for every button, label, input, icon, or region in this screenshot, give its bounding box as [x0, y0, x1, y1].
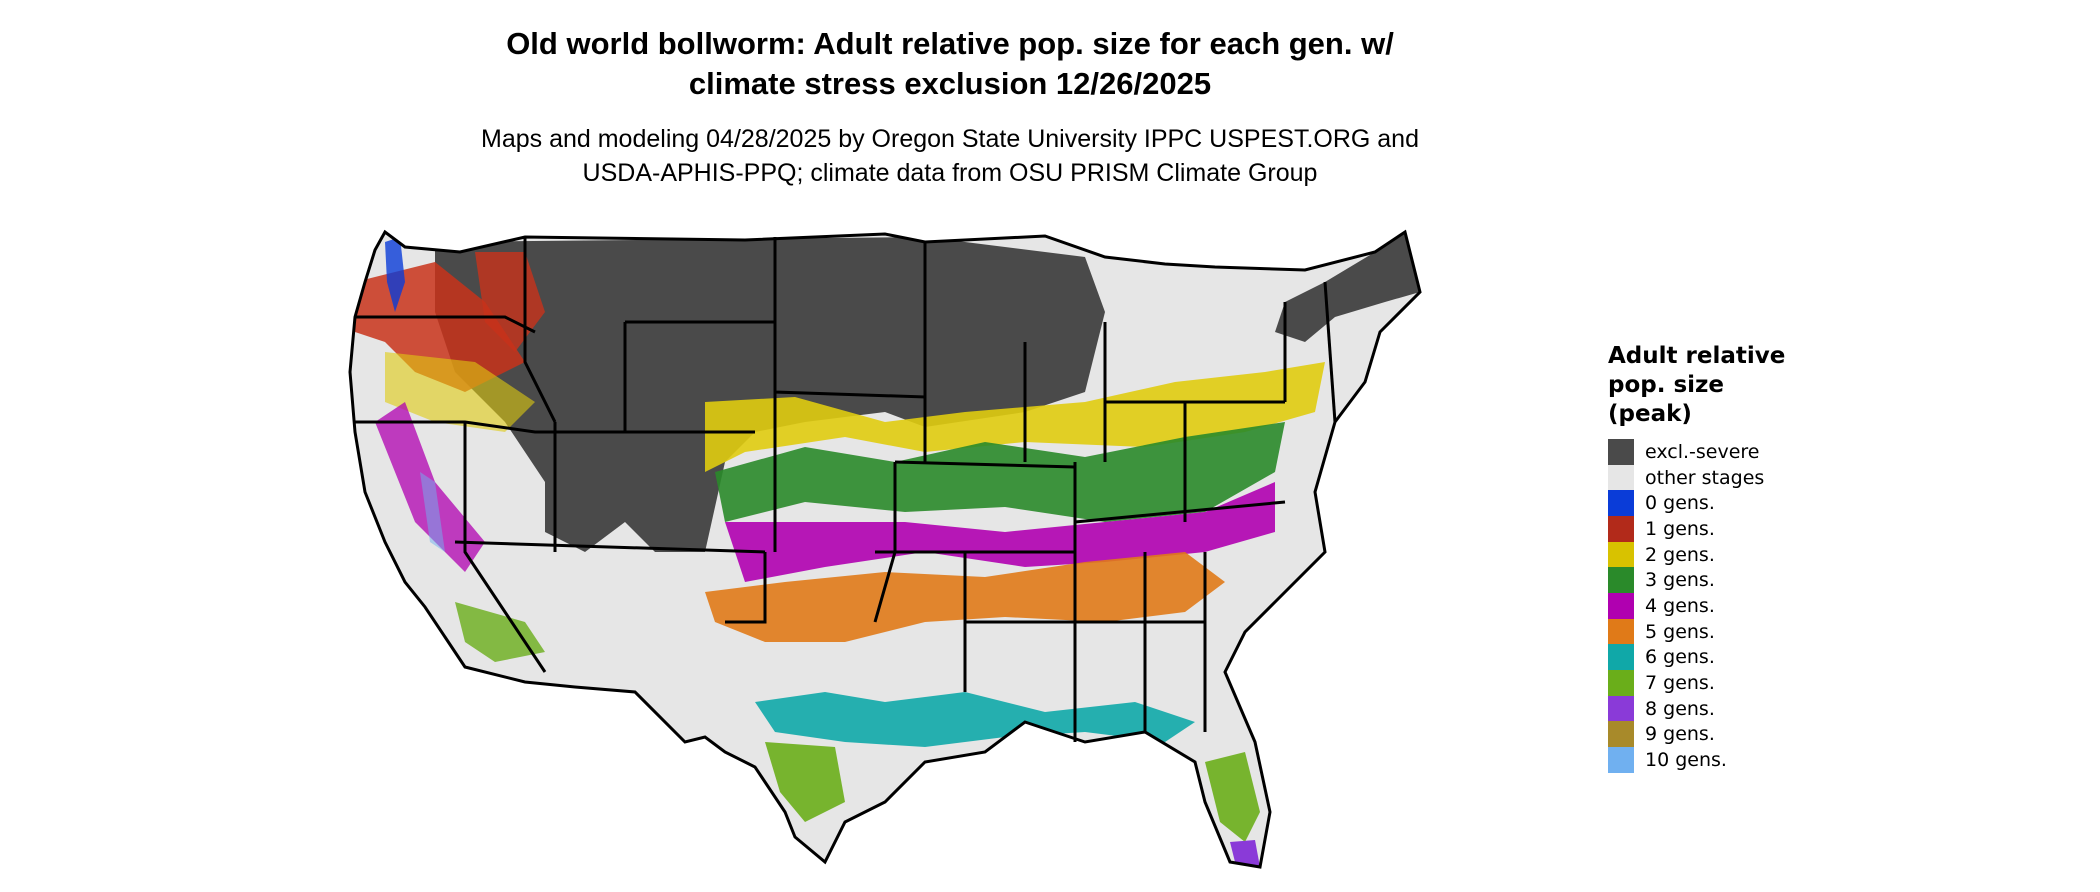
map-subtitle-line-1: Maps and modeling 04/28/2025 by Oregon S… [481, 125, 1419, 153]
legend-item: 6 gens. [1608, 644, 1858, 671]
legend-swatch [1608, 618, 1634, 645]
map-title: Old world bollworm: Adult relative pop. … [420, 24, 1480, 104]
legend-label: 10 gens. [1645, 749, 1727, 772]
legend-item: 1 gens. [1608, 515, 1858, 542]
legend-label: 4 gens. [1645, 594, 1715, 617]
region-2-gen-north [705, 362, 1325, 472]
legend-swatch [1608, 670, 1634, 697]
legend-swatch [1608, 438, 1634, 465]
legend-item: other stages [1608, 464, 1858, 491]
map-subtitle: Maps and modeling 04/28/2025 by Oregon S… [400, 122, 1500, 190]
legend-swatch [1608, 747, 1634, 774]
legend-label: 5 gens. [1645, 620, 1715, 643]
legend-item: 10 gens. [1608, 747, 1858, 774]
region-excl-severe [435, 237, 1105, 552]
legend-label: 6 gens. [1645, 646, 1715, 669]
legend-swatch [1608, 490, 1634, 517]
map-title-line-2: climate stress exclusion 12/26/2025 [688, 66, 1212, 101]
region-7-gen-florida [1205, 752, 1260, 842]
region-3-gen-band [715, 422, 1285, 522]
legend-swatch [1608, 721, 1634, 748]
legend-label: excl.-severe [1645, 440, 1760, 463]
legend-label: other stages [1645, 466, 1765, 489]
region-0-gen-cascades [385, 237, 405, 312]
legend-label: 1 gens. [1645, 517, 1715, 540]
legend-title-line-2: pop. size [1608, 372, 1725, 398]
state-borders [348, 229, 1422, 869]
region-6-gen-band [755, 692, 1195, 747]
legend-swatch [1608, 592, 1634, 619]
legend-item: 7 gens. [1608, 670, 1858, 697]
legend-item: 9 gens. [1608, 721, 1858, 748]
region-2-gen-west [385, 352, 535, 432]
legend-item: 0 gens. [1608, 490, 1858, 517]
legend-item: 8 gens. [1608, 695, 1858, 722]
legend-swatch [1608, 464, 1634, 491]
legend-title-line-1: Adult relative [1608, 343, 1786, 369]
legend-swatch [1608, 695, 1634, 722]
legend-title: Adult relative pop. size (peak) [1608, 342, 1858, 429]
legend-label: 9 gens. [1645, 723, 1715, 746]
region-10-gen-sierra [420, 472, 445, 552]
legend-item: 5 gens. [1608, 618, 1858, 645]
legend-item: 3 gens. [1608, 567, 1858, 594]
legend-item: excl.-severe [1608, 438, 1858, 465]
legend-title-line-3: (peak) [1608, 401, 1692, 427]
map-legend: Adult relative pop. size (peak) excl.-se… [1608, 342, 1858, 774]
region-7-gen-texas [765, 742, 845, 822]
legend-item: 2 gens. [1608, 541, 1858, 568]
region-7-gen-arizona [455, 602, 545, 662]
legend-label: 8 gens. [1645, 697, 1715, 720]
legend-swatch [1608, 515, 1634, 542]
map-title-line-1: Old world bollworm: Adult relative pop. … [506, 26, 1394, 61]
legend-label: 3 gens. [1645, 569, 1715, 592]
us-generations-map [348, 229, 1422, 869]
legend-items: excl.-severe other stages 0 gens. 1 gens. 2 … [1608, 438, 1858, 774]
legend-label: 2 gens. [1645, 543, 1715, 566]
legend-swatch [1608, 644, 1634, 671]
legend-swatch [1608, 541, 1634, 568]
region-8-gen-florida [1230, 840, 1260, 867]
legend-item: 4 gens. [1608, 592, 1858, 619]
legend-label: 7 gens. [1645, 672, 1715, 695]
legend-label: 0 gens. [1645, 492, 1715, 515]
map-subtitle-line-2: USDA-APHIS-PPQ; climate data from OSU PR… [582, 159, 1318, 187]
legend-swatch [1608, 567, 1634, 594]
region-excl-northeast [1275, 232, 1420, 342]
